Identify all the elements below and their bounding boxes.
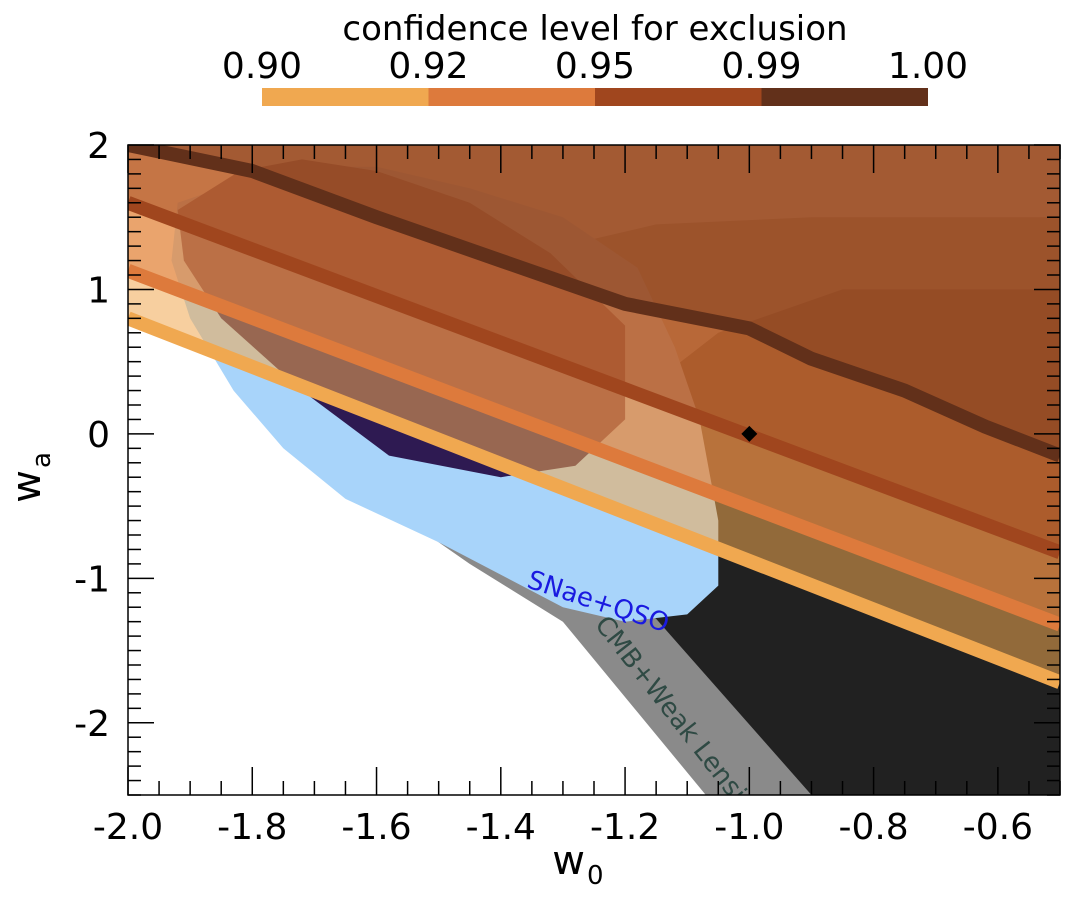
- y-tick-label: -2: [74, 704, 110, 745]
- y-tick-labels: 2 1 0 -1 -2: [74, 126, 110, 745]
- x-axis-title: w 0: [552, 838, 603, 891]
- y-axis-title: w a: [4, 452, 57, 503]
- exclusion-boundaries: [128, 145, 1060, 689]
- colorbar-segments: [262, 88, 928, 106]
- x-tick-label: -1.6: [341, 807, 411, 848]
- x-tick-label: -2.0: [93, 807, 163, 848]
- x-tick-label: -1.4: [466, 807, 536, 848]
- colorbar-segment: [428, 88, 595, 106]
- x-tick-label: -0.8: [838, 807, 908, 848]
- x-tick-label: -1.2: [590, 807, 660, 848]
- colorbar-tick-label: 0.90: [222, 46, 302, 87]
- fiducial-marker: [741, 425, 758, 442]
- region-excl-0.99: [128, 145, 1060, 456]
- colorbar-tick-label: 0.99: [721, 46, 801, 87]
- colorbar-tick-label: 0.95: [555, 46, 635, 87]
- plot-frame: [127, 144, 1061, 796]
- line-edge-0.92: [128, 264, 1060, 632]
- x-tick-label: -1.8: [217, 807, 287, 848]
- x-axis-title-main: w: [552, 838, 585, 884]
- line-edge-0.99: [128, 145, 1060, 463]
- y-tick-label: 2: [87, 126, 110, 167]
- x-tick-labels: -2.0 -1.8 -1.6 -1.4 -1.2 -1.0 -0.8 -0.6: [93, 807, 1033, 848]
- colorbar-segment: [761, 88, 928, 106]
- y-axis-title-sub: a: [27, 452, 57, 468]
- y-tick-label: -1: [74, 559, 110, 600]
- fiducial-marker-layer: [741, 425, 758, 442]
- y-tick-label: 0: [87, 415, 110, 456]
- colorbar-labels: 0.90 0.92 0.95 0.99 1.00: [222, 46, 968, 87]
- colorbar-tick-label: 1.00: [888, 46, 968, 87]
- x-axis-title-sub: 0: [587, 861, 604, 891]
- y-tick-label: 1: [87, 270, 110, 311]
- colorbar-segment: [595, 88, 762, 106]
- line-edge-0.90: [128, 311, 1060, 689]
- x-tick-label: -1.0: [714, 807, 784, 848]
- x-tick-label: -0.6: [963, 807, 1033, 848]
- y-axis-title-main: w: [4, 470, 50, 503]
- region-excl-0.95: [128, 145, 1060, 553]
- colorbar-title: confidence level for exclusion: [342, 9, 847, 49]
- colorbar-segment: [262, 88, 429, 106]
- colorbar-tick-label: 0.92: [388, 46, 468, 87]
- line-edge-0.95: [128, 196, 1060, 559]
